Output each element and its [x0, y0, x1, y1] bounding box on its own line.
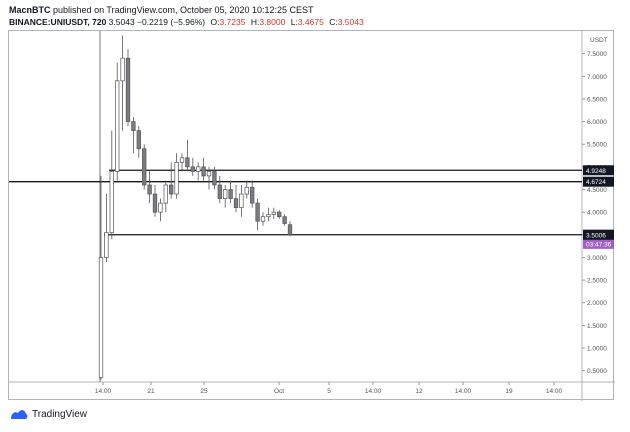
candle-body [282, 216, 287, 224]
x-tick-label: 14:00 [455, 388, 472, 395]
y-tick-label: 4.5000 [587, 187, 607, 194]
candle-body [266, 214, 271, 218]
candle-body [174, 161, 179, 195]
open-label: O: [210, 17, 220, 27]
close-value: 3.5043 [337, 17, 364, 27]
y-tick-label: 6.0000 [587, 119, 607, 126]
footer: TradingView [10, 405, 87, 423]
y-tick-label: 7.5000 [587, 51, 607, 58]
x-tick-label: 19 [505, 388, 513, 395]
y-tick-label: 1.0000 [587, 346, 607, 353]
candle-body [212, 171, 217, 186]
price-label-box [583, 229, 614, 240]
publish-info: MacnBTC published on TradingView.com, Oc… [9, 5, 314, 15]
candle-body [179, 157, 185, 163]
x-tick-label: 14:00 [365, 388, 382, 395]
price-label-text: 4.9248 [586, 168, 606, 175]
close-label: C: [329, 17, 338, 27]
high-label: H: [250, 17, 260, 27]
candle-body [142, 148, 147, 186]
y-tick-label: 7.0000 [587, 74, 607, 81]
candle-body [185, 157, 190, 168]
price-label-text: 3.5006 [586, 232, 606, 239]
candle-body [250, 186, 255, 204]
y-tick-label: 0.5000 [587, 368, 607, 375]
tradingview-brand: TradingView [32, 408, 88, 420]
candle-body [260, 216, 266, 222]
x-tick-label: 14:00 [546, 388, 563, 395]
candle-body [169, 184, 174, 195]
author-name: MacnBTC [9, 5, 51, 15]
price-axis-unit: USDT [590, 37, 608, 44]
candle-body [104, 232, 109, 258]
candle-body [136, 130, 141, 150]
low-value: 3.4675 [297, 17, 324, 27]
price-label-text: 4.6724 [586, 179, 606, 186]
candle-body [244, 186, 249, 195]
candle-body [152, 193, 158, 213]
candle-body [206, 171, 212, 177]
price-chart[interactable]: USDT7.50007.00006.50006.00005.50005.0000… [8, 30, 615, 401]
y-tick-label: 3.0000 [587, 255, 607, 262]
candle-body [125, 57, 131, 122]
candle-body [228, 189, 233, 199]
last-price: 3.5043 [108, 17, 135, 27]
candle-body [255, 202, 260, 222]
candle-body [190, 166, 195, 172]
price-change: −0.2219 (−5.96%) [137, 17, 206, 27]
low-label: L: [290, 17, 298, 27]
candle-body [120, 57, 125, 82]
price-label-box [583, 238, 614, 249]
open-value: 3.7235 [219, 17, 246, 27]
y-tick-label: 6.5000 [587, 96, 607, 103]
candle-body [115, 80, 120, 172]
x-tick-label: 14:00 [95, 388, 112, 395]
x-tick-label: 12 [415, 388, 423, 395]
y-tick-label: 4.0000 [587, 210, 607, 217]
candle-body [147, 184, 152, 195]
x-tick-label: 21 [147, 388, 155, 395]
y-tick-label: 2.5000 [587, 278, 607, 285]
candle-body [233, 198, 239, 208]
candle-body [287, 224, 293, 235]
candle-body [277, 211, 282, 218]
high-value: 3.8000 [259, 17, 286, 27]
symbol-legend: BINANCE:UNIUSDT, 720 3.5043 −0.2219 (−5.… [9, 17, 364, 27]
price-label-box [583, 176, 614, 187]
candle-body [223, 189, 228, 199]
candle-body [163, 184, 168, 204]
price-label-box [583, 165, 614, 176]
candle-body [131, 121, 136, 131]
price-label-text: 03:47:36 [586, 241, 612, 248]
x-tick-label: 25 [200, 388, 208, 395]
candle-body [217, 184, 222, 199]
candle-body [239, 193, 244, 208]
candle-body [196, 166, 201, 172]
x-tick-label: 5 [327, 388, 331, 395]
candle-body [271, 211, 276, 215]
candle-body [98, 257, 104, 378]
published-text: published on TradingView.com, October 05… [53, 5, 314, 15]
x-tick-label: Oct [274, 388, 284, 395]
tradingview-logo-icon [11, 410, 28, 419]
y-tick-label: 1.5000 [587, 323, 607, 330]
chart-canvas[interactable]: USDT7.50007.00006.50006.00005.50005.0000… [9, 31, 615, 401]
candle-body [201, 166, 206, 177]
candle-body [158, 202, 163, 213]
symbol-name: BINANCE:UNIUSDT, 720 [9, 17, 107, 27]
y-tick-label: 2.0000 [587, 300, 607, 307]
candle-body [109, 171, 114, 233]
y-tick-label: 5.5000 [587, 142, 607, 149]
